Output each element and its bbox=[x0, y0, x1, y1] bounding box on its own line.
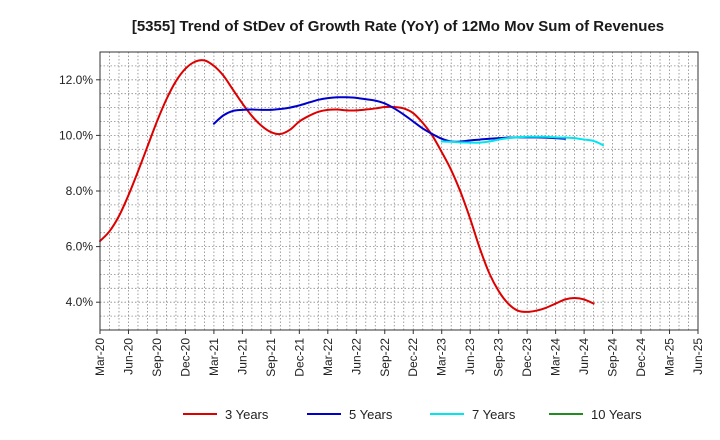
legend-item: 3 Years bbox=[183, 407, 269, 422]
x-tick-label: Mar-24 bbox=[549, 338, 563, 376]
legend-label: 5 Years bbox=[349, 407, 393, 422]
x-tick-label: Dec-21 bbox=[292, 338, 306, 377]
y-tick-label: 8.0% bbox=[66, 184, 94, 198]
series-line-7-years bbox=[440, 135, 605, 147]
x-tick-label: Mar-20 bbox=[93, 338, 107, 376]
legend-label: 3 Years bbox=[225, 407, 269, 422]
y-tick-label: 4.0% bbox=[66, 295, 94, 309]
x-tick-label: Dec-20 bbox=[178, 338, 192, 377]
chart-title: [5355] Trend of StDev of Growth Rate (Yo… bbox=[132, 18, 664, 35]
x-tick-label: Mar-21 bbox=[207, 338, 221, 376]
grid bbox=[100, 52, 698, 330]
x-tick-label: Sep-23 bbox=[492, 338, 506, 377]
x-tick-label: Jun-21 bbox=[235, 338, 249, 375]
legend-item: 5 Years bbox=[307, 407, 393, 422]
x-tick-label: Jun-23 bbox=[463, 338, 477, 375]
y-axis: 4.0% 6.0% 8.0% 10.0% 12.0% bbox=[59, 73, 100, 309]
x-tick-label: Dec-22 bbox=[406, 338, 420, 377]
x-tick-label: Mar-25 bbox=[663, 338, 677, 376]
legend-label: 10 Years bbox=[591, 407, 642, 422]
x-tick-label: Jun-25 bbox=[691, 338, 705, 375]
x-tick-label: Sep-20 bbox=[150, 338, 164, 377]
legend: 3 Years 5 Years 7 Years 10 Years bbox=[183, 407, 642, 422]
series-line-3-years bbox=[99, 59, 595, 313]
y-tick-label: 10.0% bbox=[59, 128, 93, 142]
x-axis: Mar-20 Jun-20 Sep-20 Dec-20 Mar-21 Jun-21 Sep-… bbox=[93, 330, 705, 377]
legend-item: 7 Years bbox=[430, 407, 516, 422]
x-tick-label: Sep-22 bbox=[378, 338, 392, 377]
x-tick-label: Mar-23 bbox=[435, 338, 449, 376]
x-tick-label: Dec-23 bbox=[520, 338, 534, 377]
x-tick-label: Jun-24 bbox=[577, 338, 591, 375]
legend-item: 10 Years bbox=[549, 407, 642, 422]
y-tick-label: 6.0% bbox=[66, 240, 94, 254]
x-tick-label: Sep-24 bbox=[606, 338, 620, 377]
x-tick-label: Sep-21 bbox=[264, 338, 278, 377]
series-lines bbox=[99, 59, 605, 313]
legend-label: 7 Years bbox=[472, 407, 516, 422]
y-tick-label: 12.0% bbox=[59, 73, 93, 87]
series-line-5-years bbox=[212, 96, 567, 143]
x-tick-label: Dec-24 bbox=[634, 338, 648, 377]
x-tick-label: Jun-20 bbox=[121, 338, 135, 375]
x-tick-label: Jun-22 bbox=[349, 338, 363, 375]
x-tick-label: Mar-22 bbox=[321, 338, 335, 376]
